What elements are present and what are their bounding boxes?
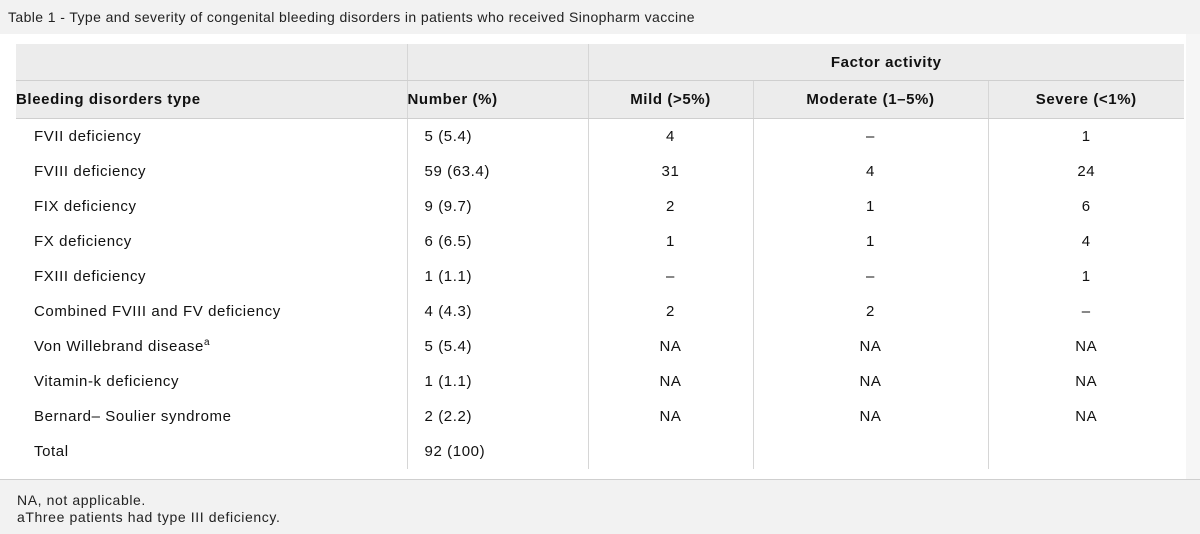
cell-severe: NA [987,399,1185,434]
cell-number-percent: 1 (1.1) [406,259,588,294]
cell-moderate: 2 [752,294,988,329]
disorder-type-label: FVIII deficiency [34,163,147,180]
column-header-number: Number (%) [406,80,588,119]
cell-disorder-type: Bernard– Soulier syndrome [16,399,407,434]
table-caption: Table 1 - Type and severity of congenita… [8,9,695,25]
cell-mild: 31 [587,154,753,189]
bleeding-disorders-table: Factor activity Bleeding disorders type … [16,44,1185,469]
table-row: FXIII deficiency 1 (1.1) – –1 [16,259,1185,294]
table-row: Combined FVIII and FV deficiency 4 (4.3) 2… [16,294,1185,329]
table-row: Von Willebrand diseasea 5 (5.4) NA NA NA [16,329,1185,364]
table-row: FVII deficiency 5 (5.4) 4–1 [16,118,1185,155]
cell-mild: 4 [587,118,753,154]
cell-disorder-type: Vitamin-k deficiency [16,364,407,399]
table-footnotes: NA, not applicable. aThree patients had … [0,479,1200,534]
cell-disorder-type: FVIII deficiency [16,154,407,189]
disorder-type-label: FX deficiency [34,233,132,250]
cell-severe: – [987,294,1185,329]
table-row: Vitamin-k deficiency 1 (1.1) NA NA NA [16,364,1185,399]
cell-severe: NA [987,329,1185,364]
column-header-mild: Mild (>5%) [587,80,753,119]
cell-moderate: – [752,118,988,154]
footnote-a: aThree patients had type III deficiency. [17,509,281,525]
footnote-na: NA, not applicable. [17,492,146,508]
cell-severe: 24 [987,154,1185,189]
cell-severe [987,434,1185,469]
cell-disorder-type: FXIII deficiency [16,259,407,294]
cell-severe: 6 [987,189,1185,224]
column-header-severe: Severe (<1%) [987,80,1185,119]
header-empty-cell [406,44,588,81]
disorder-type-label: Total [34,443,69,460]
disorder-type-label: FXIII deficiency [34,268,147,285]
cell-moderate: 1 [752,189,988,224]
cell-number-percent: 92 (100) [406,434,588,469]
cell-number-percent: 59 (63.4) [406,154,588,189]
cell-disorder-type: FX deficiency [16,224,407,259]
cell-moderate: NA [752,399,988,434]
cell-disorder-type: Von Willebrand diseasea [16,329,407,364]
table-row: FX deficiency 6 (6.5) 1 1 4 [16,224,1185,259]
cell-mild: 1 [587,224,753,259]
cell-number-percent: 2 (2.2) [406,399,588,434]
cell-mild: 2 [587,189,753,224]
cell-moderate: 1 [752,224,988,259]
header-group-row: Factor activity [16,44,1185,81]
cell-moderate [752,434,988,469]
factor-activity-header: Factor activity [587,44,1185,81]
table-row: FIX deficiency 9 (9.7) 2 1 6 [16,189,1185,224]
table-row: Bernard– Soulier syndrome 2 (2.2) NA NA NA [16,399,1185,434]
column-header-moderate: Moderate (1–5%) [752,80,988,119]
cell-number-percent: 6 (6.5) [406,224,588,259]
footnote-marker: a [203,337,211,348]
cell-moderate: NA [752,329,988,364]
cell-severe: 1 [987,259,1185,294]
disorder-type-label: FVII deficiency [34,128,142,145]
disorder-type-label: FIX deficiency [34,198,137,215]
disorder-type-label: Von Willebrand disease [34,338,204,355]
cell-mild: 2 [587,294,753,329]
cell-disorder-type: FIX deficiency [16,189,407,224]
table-container: Factor activity Bleeding disorders type … [16,44,1185,469]
cell-mild: NA [587,329,753,364]
cell-number-percent: 9 (9.7) [406,189,588,224]
cell-number-percent: 5 (5.4) [406,329,588,364]
cell-severe: NA [987,364,1185,399]
cell-moderate: NA [752,364,988,399]
cell-severe: 4 [987,224,1185,259]
right-scroll-strip [1186,34,1200,479]
cell-moderate: 4 [752,154,988,189]
table-row: Total 92 (100) [16,434,1185,469]
cell-disorder-type: FVII deficiency [16,119,407,155]
disorder-type-label: Vitamin-k deficiency [34,373,180,390]
cell-number-percent: 4 (4.3) [406,294,588,329]
cell-disorder-type: Combined FVIII and FV deficiency [16,294,407,329]
cell-mild: – [587,259,753,294]
cell-mild: NA [587,399,753,434]
cell-moderate: – [752,259,988,294]
disorder-type-label: Combined FVIII and FV deficiency [34,303,281,320]
disorder-type-label: Bernard– Soulier syndrome [34,408,232,425]
table-row: FVIII deficiency 59 (63.4) 31 4 24 [16,154,1185,189]
header-columns-row: Bleeding disorders type Number (%) Mild … [16,80,1185,119]
header-empty-cell [16,44,407,81]
cell-severe: 1 [987,118,1185,154]
cell-mild: NA [587,364,753,399]
cell-mild [587,434,753,469]
column-header-type: Bleeding disorders type [16,80,407,119]
cell-number-percent: 5 (5.4) [406,118,588,154]
table-caption-bar: Table 1 - Type and severity of congenita… [0,0,1200,34]
cell-number-percent: 1 (1.1) [406,364,588,399]
cell-disorder-type: Total [16,434,407,469]
